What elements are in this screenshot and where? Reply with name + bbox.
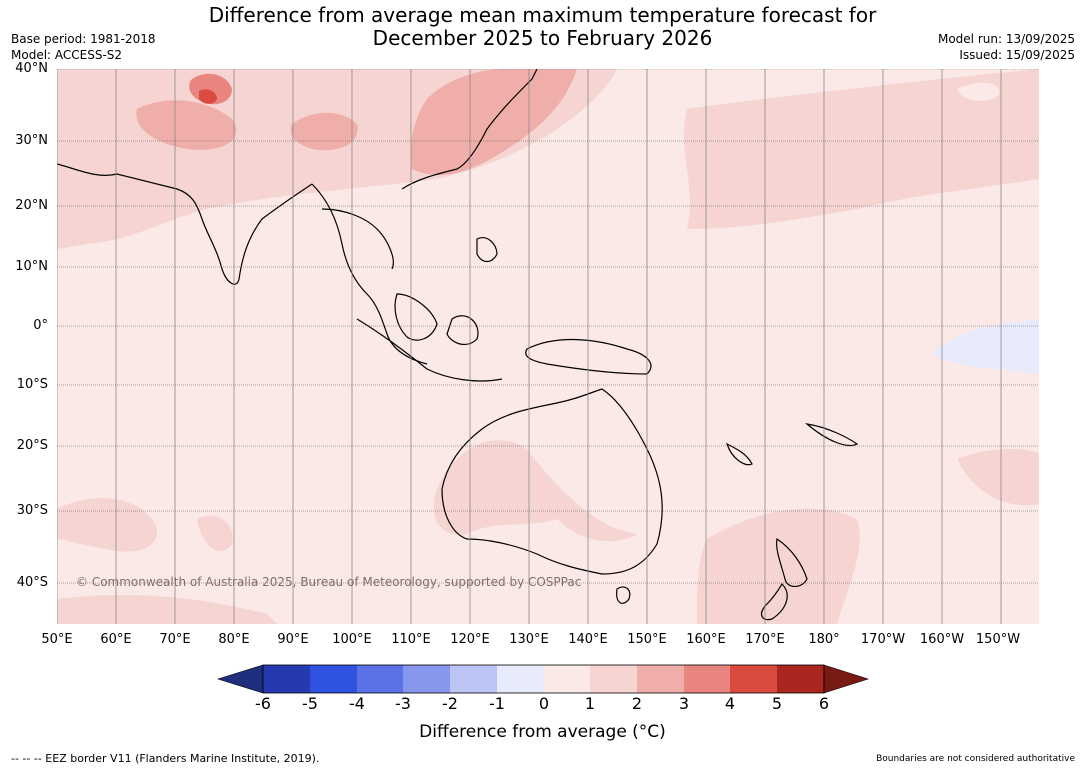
colorbar-tick: -3	[395, 694, 411, 713]
colorbar-tick: 0	[538, 694, 550, 713]
lon-label-140e: 140°E	[568, 632, 608, 647]
anomaly-region-central-asia	[136, 100, 237, 150]
colorbar-tick: 1	[584, 694, 596, 713]
lon-label-100e: 100°E	[332, 632, 372, 647]
colorbar-tick: -2	[442, 694, 458, 713]
latitude-gridlines	[57, 69, 1039, 584]
colorbar-tick: 2	[631, 694, 643, 713]
colorbar-tick: 4	[724, 694, 736, 713]
lon-label-70e: 70°E	[159, 632, 191, 647]
lat-label-30n: 30°N	[15, 133, 48, 148]
colorbar-tick: -1	[489, 694, 505, 713]
lon-label-50e: 50°E	[41, 632, 73, 647]
lon-label-150w: 150°W	[975, 632, 1021, 647]
lon-label-120e: 120°E	[450, 632, 490, 647]
coastlines	[57, 69, 859, 621]
title-line-2: December 2025 to February 2026	[372, 26, 713, 50]
colorbar-bin-10	[684, 665, 730, 693]
anomaly-region-china	[410, 69, 577, 176]
forecast-map	[57, 69, 1039, 624]
lat-label-30s: 30°S	[16, 503, 48, 518]
colorbar-tick: 5	[771, 694, 783, 713]
boundaries-disclaimer: Boundaries are not considered authoritat…	[876, 754, 1075, 764]
colorbar-bin-2	[310, 665, 357, 693]
issued-date: Issued: 15/09/2025	[959, 48, 1075, 62]
map-title: Difference from average mean maximum tem…	[0, 4, 1085, 50]
colorbar-bin-9	[637, 665, 684, 693]
model-run: Model run: 13/09/2025	[937, 32, 1075, 46]
colorbar-tick: -6	[255, 694, 271, 713]
anomaly-region-southern-ocean	[57, 594, 277, 624]
anomaly-region-below-average	[932, 319, 1039, 374]
lon-label-160e: 160°E	[686, 632, 726, 647]
model-name: Model: ACCESS-S2	[11, 48, 123, 62]
lon-label-90e: 90°E	[277, 632, 309, 647]
longitude-gridlines	[57, 69, 1002, 624]
lat-label-20s: 20°S	[16, 438, 48, 453]
colorbar-arrow-high	[823, 664, 869, 694]
colorbar-label: Difference from average (°C)	[419, 722, 666, 742]
lon-label-110e: 110°E	[391, 632, 431, 647]
colorbar	[216, 664, 869, 694]
anomaly-region-north-pacific	[684, 69, 1039, 229]
colorbar-bin-5	[450, 665, 497, 693]
colorbar-tick: 6	[818, 694, 830, 713]
anomaly-gap-pacific	[957, 82, 1000, 101]
lat-label-10n: 10°N	[15, 259, 48, 274]
colorbar-bin-8	[590, 665, 637, 693]
anomaly-region-indian-ocean	[57, 498, 157, 552]
base-period: Base period: 1981-2018	[11, 32, 156, 46]
anomaly-region-indian-ocean-2	[197, 515, 233, 551]
anomaly-region-south-pacific	[957, 449, 1039, 506]
colorbar-bin-3	[357, 665, 403, 693]
colorbar-bin-4	[403, 665, 450, 693]
lon-label-170e: 170°E	[745, 632, 785, 647]
colorbar-tick: 3	[678, 694, 690, 713]
lon-label-150e: 150°E	[627, 632, 667, 647]
metadata-left: Base period: 1981-2018 Model: ACCESS-S2	[11, 31, 156, 63]
copyright-notice: © Commonwealth of Australia 2025, Bureau…	[76, 575, 582, 589]
colorbar-bin-11	[730, 665, 777, 693]
anomaly-region-australia	[433, 440, 637, 542]
lat-label-equator: 0°	[33, 318, 48, 333]
lat-label-40n: 40°N	[15, 61, 48, 76]
colorbar-tick: -5	[302, 694, 318, 713]
lon-label-80e: 80°E	[218, 632, 250, 647]
lat-label-10s: 10°S	[16, 377, 48, 392]
lon-label-130e: 130°E	[509, 632, 549, 647]
eez-border-legend: -- -- -- EEZ border V11 (Flanders Marine…	[11, 752, 320, 765]
anomaly-region-karakoram-peak	[199, 89, 217, 104]
lat-label-40s: 40°S	[16, 575, 48, 590]
map-svg	[57, 69, 1039, 624]
colorbar-arrow-low	[216, 664, 264, 694]
lon-label-180: 180°	[808, 632, 840, 647]
lat-label-20n: 20°N	[15, 198, 48, 213]
colorbar-frame	[262, 664, 825, 694]
colorbar-bin-12	[777, 665, 824, 693]
metadata-right: Model run: 13/09/2025 Issued: 15/09/2025	[938, 31, 1075, 63]
colorbar-bin-7	[544, 665, 590, 693]
lon-label-160w: 160°W	[919, 632, 965, 647]
title-line-1: Difference from average mean maximum tem…	[208, 3, 877, 27]
colorbar-tick: -4	[349, 694, 365, 713]
anomaly-region-tasman	[697, 508, 860, 624]
lon-label-170w: 170°W	[860, 632, 906, 647]
lon-label-60e: 60°E	[100, 632, 132, 647]
colorbar-bin-6	[497, 665, 544, 693]
colorbar-bin-1	[263, 665, 310, 693]
